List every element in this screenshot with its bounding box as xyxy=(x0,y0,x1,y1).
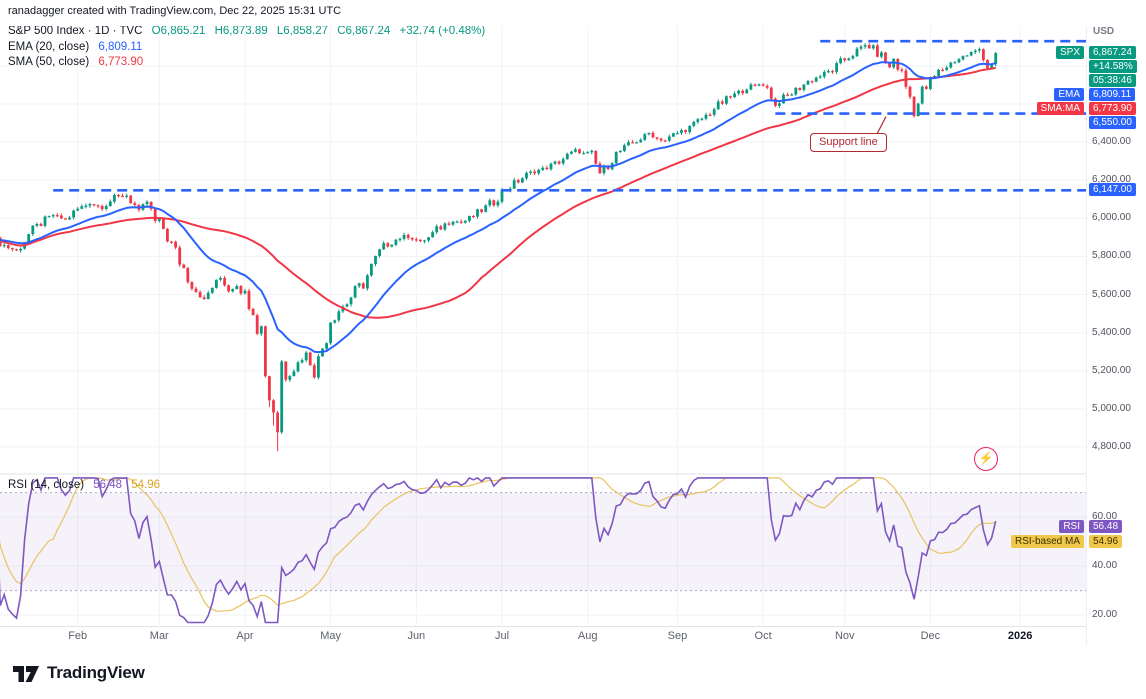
symbol-title: S&P 500 Index · 1D · TVC xyxy=(8,25,143,37)
ohlc-open: O6,865.21 xyxy=(151,25,206,37)
chart-area[interactable]: S&P 500 Index · 1D · TVC O6,865.21 H6,87… xyxy=(0,0,1086,646)
time-axis-label: Feb xyxy=(68,630,88,642)
symbol-legend-row[interactable]: S&P 500 Index · 1D · TVC O6,865.21 H6,87… xyxy=(8,25,491,37)
ema-legend-row[interactable]: EMA (20, close) 6,809.11 xyxy=(8,41,148,53)
time-axis-label: Mar xyxy=(149,630,169,642)
currency-label: USD xyxy=(1093,26,1115,37)
rsi-ma-axis-tag: RSI-based MA xyxy=(1010,535,1084,548)
attribution-text: ranadagger created with TradingView.com,… xyxy=(0,0,1146,26)
rsi-value-badge: 56.48 xyxy=(1089,520,1123,533)
price-tick-label: 6,400.00 xyxy=(1092,136,1131,148)
time-axis[interactable]: Feb Mar Apr May Jun Jul Aug Sep Oct Nov Dec 2026 xyxy=(0,626,1146,647)
rsi-layer xyxy=(0,476,997,624)
price-tick-label: 5,000.00 xyxy=(1092,402,1131,414)
price-tick-label: 6,000.00 xyxy=(1092,212,1131,224)
ema-axis-tag: EMA xyxy=(1054,88,1084,101)
rsi-tick-label: 20.00 xyxy=(1092,609,1118,621)
rsi-ma-value-badge: 54.96 xyxy=(1089,535,1123,548)
support-line-callout[interactable]: Support line xyxy=(810,133,887,152)
last-price-badge: 6,867.24 xyxy=(1089,46,1136,59)
ohlc-high: H6,873.89 xyxy=(214,25,268,37)
ohlc-change: +32.74 (+0.48%) xyxy=(399,25,486,37)
time-axis-label: Sep xyxy=(667,630,688,642)
levels-layer xyxy=(53,39,1086,192)
rsi-legend-value: 56.48 xyxy=(93,479,123,491)
time-axis-label: Oct xyxy=(754,630,772,642)
tradingview-logo-icon xyxy=(13,666,39,682)
sma-legend-label: SMA (50, close) xyxy=(8,56,90,68)
ohlc-low: L6,858.27 xyxy=(276,25,329,37)
candles-layer xyxy=(0,43,998,452)
spx-symbol-tag: SPX xyxy=(1055,46,1084,59)
bar-countdown-badge: 05:38:46 xyxy=(1089,74,1136,87)
price-tick-label: 5,200.00 xyxy=(1092,364,1131,376)
brand-name: TradingView xyxy=(47,663,145,682)
rsi-tick-label: 60.00 xyxy=(1092,511,1118,523)
rsi-legend-row[interactable]: RSI (14, close) 56.48 54.96 xyxy=(8,479,166,491)
price-tick-label: 5,600.00 xyxy=(1092,288,1131,300)
time-axis-label: 2026 xyxy=(1007,630,1033,642)
time-axis-label: Apr xyxy=(236,630,254,642)
time-axis-label: Jun xyxy=(407,630,426,642)
time-axis-label: May xyxy=(320,630,342,642)
sma-value-badge: 6,773.90 xyxy=(1089,102,1136,115)
ema-value-badge: 6,809.11 xyxy=(1089,88,1136,101)
ema-legend-value: 6,809.11 xyxy=(98,41,143,53)
price-chart-canvas xyxy=(0,22,1086,625)
time-axis-label: Jul xyxy=(494,630,510,642)
time-axis-label: Nov xyxy=(834,630,855,642)
ema-legend-label: EMA (20, close) xyxy=(8,41,90,53)
price-tick-label: 6,200.00 xyxy=(1092,174,1131,186)
price-axis[interactable]: USD 6,867.24 +14.58% 05:38:46 6,809.11 6… xyxy=(1086,0,1146,646)
time-axis-label: Aug xyxy=(577,630,598,642)
lightning-icon[interactable]: ⚡ xyxy=(974,447,998,471)
time-axis-label: Dec xyxy=(920,630,941,642)
moving-averages-layer xyxy=(0,61,996,354)
sma-legend-value: 6,773.90 xyxy=(98,56,144,68)
price-tick-label: 5,400.00 xyxy=(1092,326,1131,338)
sma-axis-tag: SMA:MA xyxy=(1036,102,1084,115)
rsi-axis-tag: RSI xyxy=(1059,520,1084,533)
ytd-change-badge: +14.58% xyxy=(1089,60,1137,73)
sma-legend-row[interactable]: SMA (50, close) 6,773.90 xyxy=(8,56,149,68)
rsi-band xyxy=(0,492,1086,592)
rsi-ma-legend-value: 54.96 xyxy=(131,479,161,491)
rsi-legend-label: RSI (14, close) xyxy=(8,479,85,491)
footer: TradingView xyxy=(0,647,1146,699)
price-tick-label: 4,800.00 xyxy=(1092,441,1131,453)
level-price-badge: 6,147.00 xyxy=(1089,183,1136,197)
level-price-badge: 6,550.00 xyxy=(1089,116,1136,129)
price-tick-label: 5,800.00 xyxy=(1092,250,1131,262)
ohlc-close: C6,867.24 xyxy=(337,25,391,37)
rsi-tick-label: 40.00 xyxy=(1092,560,1118,572)
